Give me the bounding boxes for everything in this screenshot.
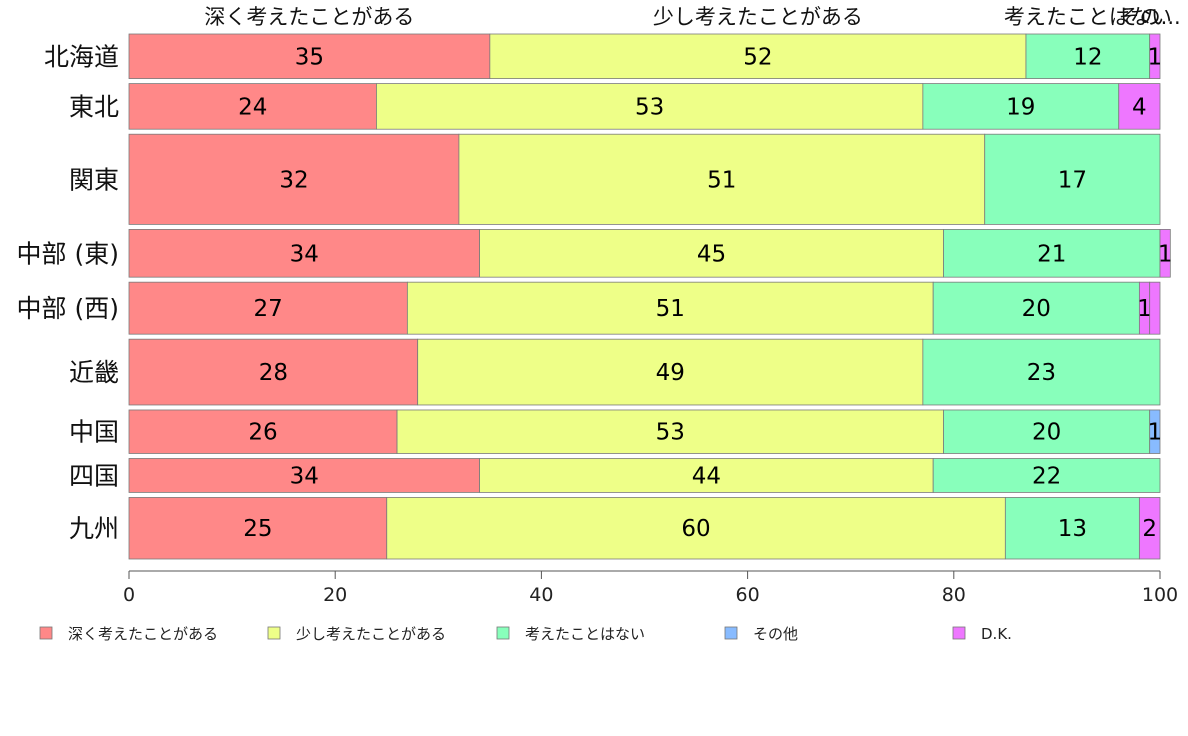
legend-swatch bbox=[496, 626, 510, 640]
data-label: 20 bbox=[1022, 296, 1051, 322]
category-label: 中国 bbox=[69, 418, 119, 447]
data-label: 25 bbox=[243, 516, 272, 542]
bar-segment bbox=[128, 281, 408, 335]
bar-segment bbox=[984, 133, 1161, 225]
data-label: 1 bbox=[1137, 296, 1152, 322]
x-tick-label: 60 bbox=[736, 584, 760, 606]
data-label: 45 bbox=[697, 241, 726, 267]
bar-segment bbox=[396, 409, 944, 454]
data-label: 51 bbox=[707, 167, 736, 193]
data-label: 52 bbox=[743, 44, 772, 70]
data-label: 20 bbox=[1032, 420, 1061, 446]
bar-segment bbox=[932, 281, 1140, 335]
bar-segment bbox=[406, 281, 934, 335]
category-label: 近畿 bbox=[69, 358, 119, 387]
data-label: 60 bbox=[681, 516, 710, 542]
data-label: 23 bbox=[1027, 360, 1056, 386]
legend-swatch bbox=[39, 626, 53, 640]
bar-segment bbox=[1025, 33, 1151, 79]
bar-segment bbox=[128, 133, 460, 225]
bar-segment bbox=[1138, 497, 1161, 560]
x-tick-label: 40 bbox=[529, 584, 553, 606]
category-label: 東北 bbox=[69, 92, 119, 121]
data-label: 12 bbox=[1073, 44, 1102, 70]
legend-swatch bbox=[267, 626, 281, 640]
top-series-label: 少し考えたことがある bbox=[653, 5, 863, 29]
data-label: 27 bbox=[254, 296, 283, 322]
data-label: 35 bbox=[295, 44, 324, 70]
bar-segment bbox=[1004, 497, 1140, 560]
data-label: 34 bbox=[290, 463, 319, 489]
legend-swatch bbox=[724, 626, 738, 640]
bar-segment bbox=[479, 458, 934, 493]
bar-segment bbox=[128, 33, 491, 79]
bar-segment bbox=[1149, 409, 1161, 454]
legend-label: その他 bbox=[753, 625, 798, 643]
bar-segment bbox=[458, 133, 986, 225]
bar-segment bbox=[128, 458, 480, 493]
bar-segment bbox=[943, 409, 1151, 454]
data-label: 1 bbox=[1158, 241, 1173, 267]
legend-label: 少し考えたことがある bbox=[296, 625, 446, 643]
bar-segment bbox=[376, 83, 924, 130]
data-label: 4 bbox=[1132, 94, 1147, 120]
data-label: 34 bbox=[290, 241, 319, 267]
category-label: 北海道 bbox=[44, 42, 119, 71]
data-label: 49 bbox=[656, 360, 685, 386]
bar-segment bbox=[128, 83, 377, 130]
bar-segment bbox=[489, 33, 1027, 79]
x-tick-label: 80 bbox=[942, 584, 966, 606]
bar-segment bbox=[386, 497, 1006, 560]
legend-swatch bbox=[952, 626, 966, 640]
data-label: 28 bbox=[259, 360, 288, 386]
data-label: 24 bbox=[238, 94, 267, 120]
data-label: 13 bbox=[1058, 516, 1087, 542]
category-label: 九州 bbox=[69, 514, 119, 543]
x-tick-label: 20 bbox=[323, 584, 347, 606]
data-label: 22 bbox=[1032, 463, 1061, 489]
top-series-label: 考えたことはない bbox=[1004, 5, 1172, 29]
data-label: 2 bbox=[1142, 516, 1157, 542]
top-series-label: その... bbox=[1119, 5, 1181, 29]
legend-label: D.K. bbox=[981, 625, 1012, 643]
data-label: 19 bbox=[1006, 94, 1035, 120]
bar-segment bbox=[1159, 229, 1171, 278]
bar-remainder bbox=[1149, 281, 1161, 335]
category-label: 四国 bbox=[69, 461, 119, 490]
legend-label: 深く考えたことがある bbox=[68, 625, 218, 643]
data-label: 51 bbox=[656, 296, 685, 322]
bar-segment bbox=[1118, 83, 1161, 130]
data-label: 53 bbox=[635, 94, 664, 120]
data-label: 26 bbox=[248, 420, 277, 446]
category-label: 関東 bbox=[69, 165, 119, 194]
data-label: 44 bbox=[692, 463, 721, 489]
data-label: 32 bbox=[279, 167, 308, 193]
bar-segment bbox=[932, 458, 1161, 493]
category-label: 中部 (西) bbox=[17, 294, 119, 323]
bar-segment bbox=[479, 229, 944, 278]
bar-segment bbox=[128, 338, 419, 406]
bar-segment bbox=[128, 409, 398, 454]
legend-label: 考えたことはない bbox=[525, 625, 645, 643]
data-label: 17 bbox=[1058, 167, 1087, 193]
data-label: 1 bbox=[1148, 420, 1163, 446]
x-tick-label: 0 bbox=[123, 584, 135, 606]
bar-segment bbox=[922, 83, 1120, 130]
category-label: 中部 (東) bbox=[17, 239, 119, 268]
bar-segment bbox=[922, 338, 1161, 406]
top-series-label: 深く考えたことがある bbox=[204, 5, 414, 29]
bar-segment bbox=[417, 338, 924, 406]
data-label: 1 bbox=[1148, 44, 1163, 70]
data-label: 21 bbox=[1037, 241, 1066, 267]
data-label: 53 bbox=[656, 420, 685, 446]
bar-segment bbox=[128, 229, 480, 278]
x-tick-label: 100 bbox=[1142, 584, 1178, 606]
bar-segment bbox=[1149, 33, 1161, 79]
